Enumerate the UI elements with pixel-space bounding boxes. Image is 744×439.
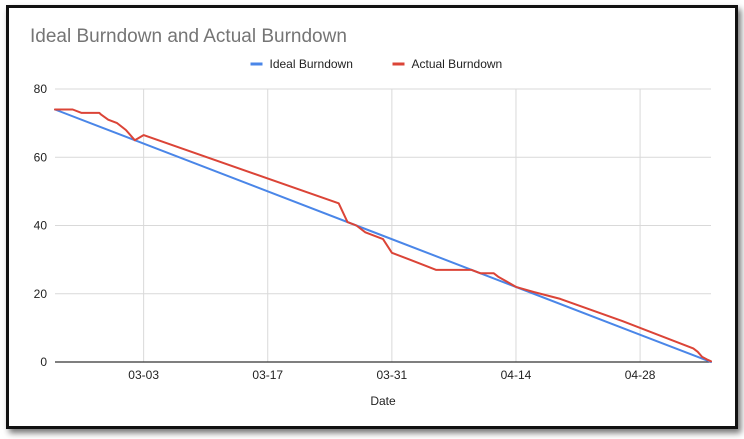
x-tick-label: 04-28 [625,368,656,382]
x-axis-title: Date [370,394,396,408]
legend: Ideal Burndown Actual Burndown [250,57,503,71]
x-tick-label: 03-17 [252,368,283,382]
legend-label: Ideal Burndown [270,57,353,71]
y-axis-ticks: 0 20 40 60 80 [34,82,48,369]
y-tick-label: 80 [34,82,48,96]
legend-item: Actual Burndown [392,57,503,71]
x-tick-label: 03-03 [128,368,159,382]
y-tick-label: 40 [34,219,48,233]
x-tick-label: 03-31 [377,368,408,382]
series-line-actual-burndown [54,108,712,363]
chart-title: Ideal Burndown and Actual Burndown [30,26,347,47]
series-layer [54,108,712,363]
y-tick-label: 20 [34,287,48,301]
chart-frame [6,5,738,429]
legend-item: Ideal Burndown [250,57,353,71]
x-axis-ticks: 03-03 03-17 03-31 04-14 04-28 [128,368,655,382]
legend-label: Actual Burndown [412,57,503,71]
y-tick-label: 60 [34,150,48,164]
grid [55,88,711,363]
y-tick-label: 0 [40,355,47,369]
x-tick-label: 04-14 [501,368,532,382]
series-line-ideal-burndown [54,108,712,363]
